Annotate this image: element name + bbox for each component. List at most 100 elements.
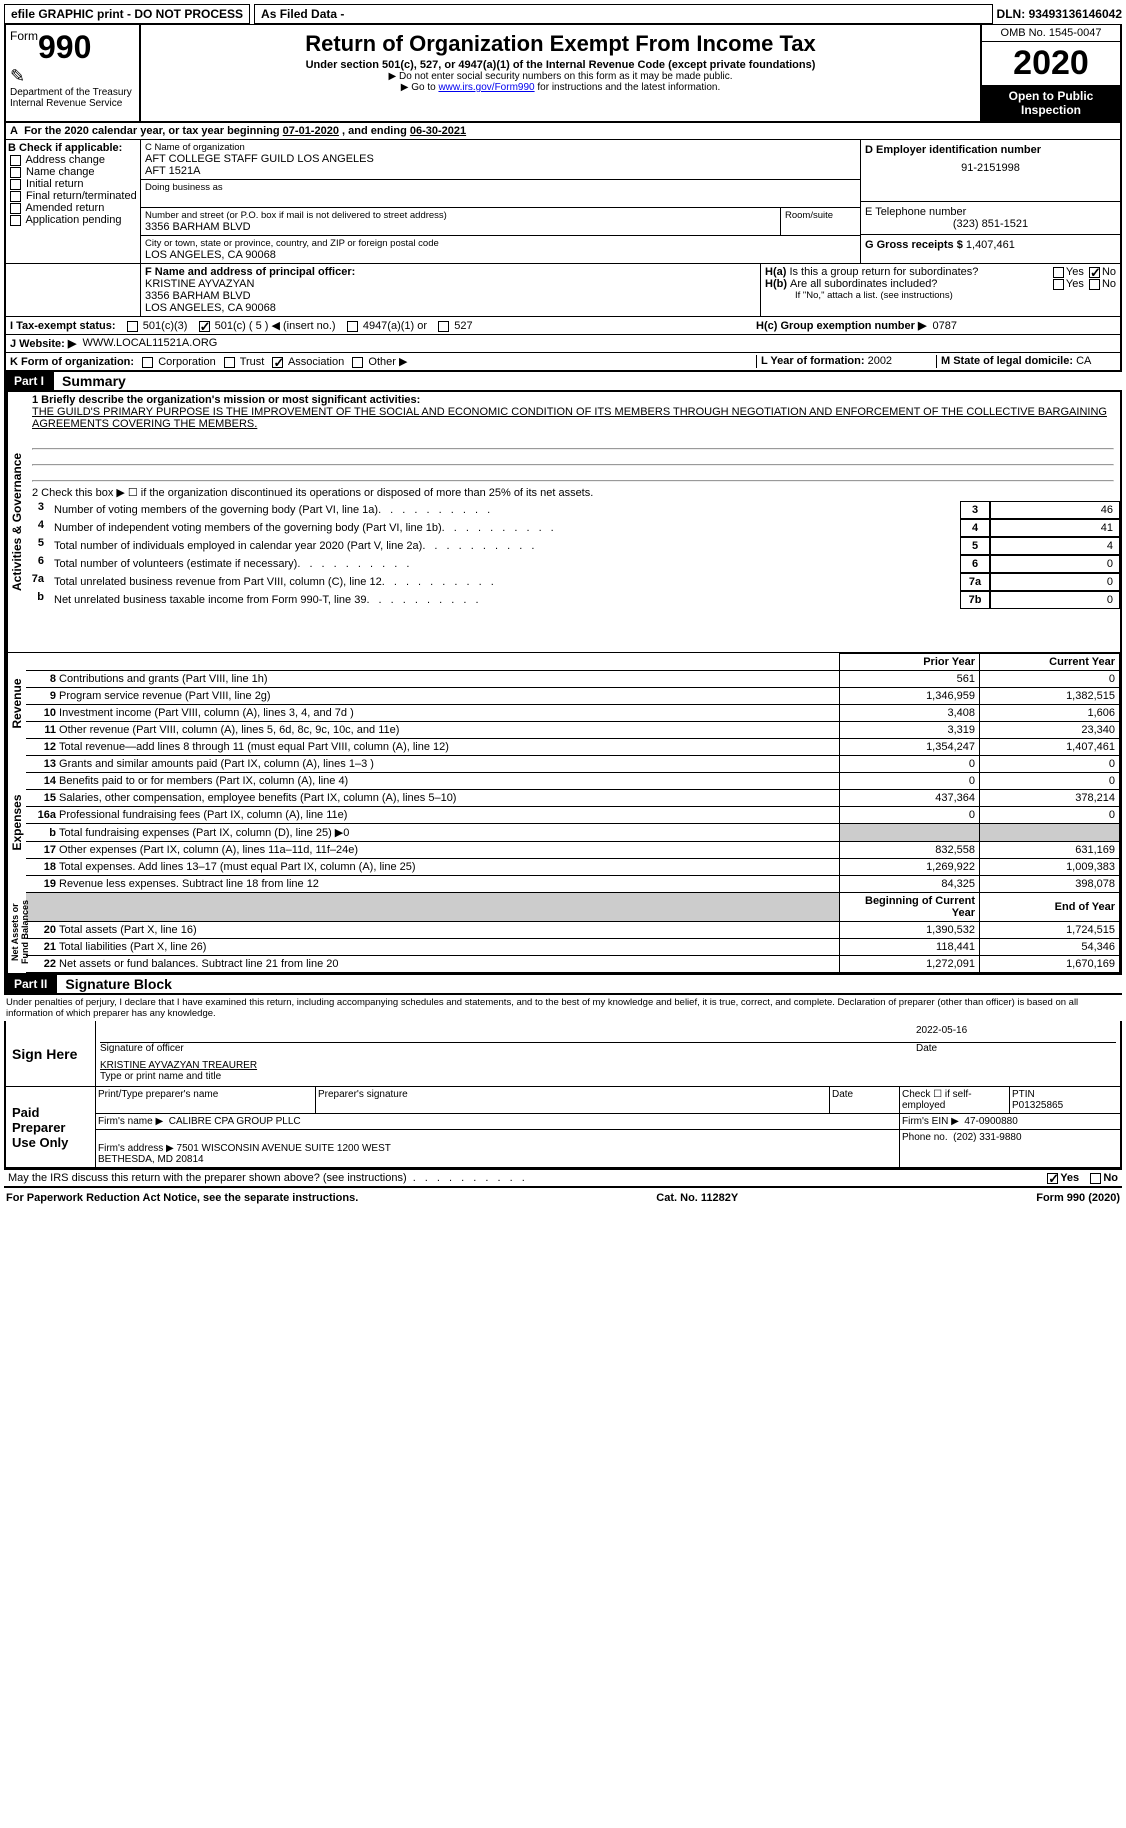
hb-no-checkbox[interactable] — [1089, 279, 1100, 290]
officer-name: KRISTINE AYVAZYAN — [145, 278, 756, 290]
boxb-item: Amended return — [8, 202, 138, 214]
phone: (323) 851-1521 — [865, 218, 1116, 230]
boxb-checkbox[interactable] — [10, 191, 21, 202]
efile-notice: efile GRAPHIC print - DO NOT PROCESS — [4, 4, 250, 24]
open-to-public: Open to Public Inspection — [982, 85, 1120, 121]
revenue-label: Revenue — [6, 653, 26, 754]
trust-checkbox[interactable] — [224, 357, 235, 368]
fin-line: 11 Other revenue (Part VIII, column (A),… — [26, 722, 1120, 739]
street-address: 3356 BARHAM BLVD — [145, 221, 776, 233]
part-ii-header: Part II Signature Block — [4, 975, 1122, 995]
org-name: AFT COLLEGE STAFF GUILD LOS ANGELES — [145, 153, 856, 165]
fin-line: 14 Benefits paid to or for members (Part… — [26, 773, 1120, 790]
perjury-statement: Under penalties of perjury, I declare th… — [4, 995, 1122, 1021]
firm-phone: (202) 331-9880 — [953, 1132, 1021, 1143]
line-a: A For the 2020 calendar year, or tax yea… — [4, 123, 1122, 140]
firm-ein: 47-0900880 — [964, 1116, 1017, 1127]
header-right: OMB No. 1545-0047 2020 Open to Public In… — [980, 25, 1120, 121]
box-b: B Check if applicable: Address change Na… — [6, 140, 141, 263]
boxb-item: Initial return — [8, 178, 138, 190]
line-klm: K Form of organization: Corporation Trus… — [4, 353, 1122, 372]
year-formation: 2002 — [868, 355, 892, 367]
501c-checkbox[interactable] — [199, 321, 210, 332]
ptin: P01325865 — [1012, 1100, 1063, 1111]
boxb-item: Name change — [8, 166, 138, 178]
fin-line: 12 Total revenue—add lines 8 through 11 … — [26, 739, 1120, 756]
gross-receipts: 1,407,461 — [966, 239, 1015, 251]
ha-no-checkbox[interactable] — [1089, 267, 1100, 278]
fin-line: 8 Contributions and grants (Part VIII, l… — [26, 671, 1120, 688]
gov-line: 3Number of voting members of the governi… — [26, 501, 1120, 519]
fin-line: 17 Other expenses (Part IX, column (A), … — [26, 842, 1120, 859]
box-f: F Name and address of principal officer:… — [141, 264, 760, 316]
fin-line: 22 Net assets or fund balances. Subtract… — [26, 956, 1120, 973]
fin-line: 15 Salaries, other compensation, employe… — [26, 790, 1120, 807]
other-checkbox[interactable] — [352, 357, 363, 368]
ha-yes-checkbox[interactable] — [1053, 267, 1064, 278]
financial-block: Revenue Expenses Net Assets or Fund Bala… — [4, 652, 1122, 975]
boxb-checkbox[interactable] — [10, 215, 21, 226]
dln: DLN: 93493136146042 — [997, 7, 1122, 21]
gov-line: bNet unrelated business taxable income f… — [26, 591, 1120, 609]
fin-line: 9 Program service revenue (Part VIII, li… — [26, 688, 1120, 705]
fin-line: 19 Revenue less expenses. Subtract line … — [26, 876, 1120, 893]
mission-text: THE GUILD'S PRIMARY PURPOSE IS THE IMPRO… — [32, 406, 1107, 430]
signature-block: Sign Here Signature of officer 2022-05-1… — [4, 1021, 1122, 1170]
ein: 91-2151998 — [865, 156, 1116, 174]
form-title: Return of Organization Exempt From Incom… — [145, 31, 976, 57]
line-j: J Website: ▶ WWW.LOCAL11521A.ORG — [4, 335, 1122, 353]
signature-date: 2022-05-16 — [916, 1025, 1116, 1043]
form-header: Form990 ✎ Department of the Treasury Int… — [4, 24, 1122, 123]
gov-line: 4Number of independent voting members of… — [26, 519, 1120, 537]
tax-year: 2020 — [982, 42, 1120, 85]
527-checkbox[interactable] — [438, 321, 449, 332]
boxb-checkbox[interactable] — [10, 167, 21, 178]
part-i-header: Part I Summary — [4, 372, 1122, 392]
entity-block: B Check if applicable: Address change Na… — [4, 140, 1122, 264]
part-i-body: Activities & Governance 1 Briefly descri… — [4, 392, 1122, 652]
officer-group-block: F Name and address of principal officer:… — [4, 264, 1122, 317]
discuss-line: May the IRS discuss this return with the… — [4, 1170, 1122, 1188]
state-domicile: CA — [1076, 355, 1091, 367]
fin-line: 16a Professional fundraising fees (Part … — [26, 807, 1120, 824]
gov-line: 6Total number of volunteers (estimate if… — [26, 555, 1120, 573]
501c3-checkbox[interactable] — [127, 321, 138, 332]
corp-checkbox[interactable] — [142, 357, 153, 368]
hb-yes-checkbox[interactable] — [1053, 279, 1064, 290]
4947-checkbox[interactable] — [347, 321, 358, 332]
box-c: C Name of organization AFT COLLEGE STAFF… — [141, 140, 860, 263]
fin-line: b Total fundraising expenses (Part IX, c… — [26, 824, 1120, 842]
activities-governance-label: Activities & Governance — [6, 392, 26, 652]
discuss-no-checkbox[interactable] — [1090, 1173, 1101, 1184]
fin-line: 20 Total assets (Part X, line 16)1,390,5… — [26, 922, 1120, 939]
city-state-zip: LOS ANGELES, CA 90068 — [145, 249, 856, 261]
form-number: 990 — [38, 29, 91, 65]
omb-number: OMB No. 1545-0047 — [982, 25, 1120, 42]
fin-line: 10 Investment income (Part VIII, column … — [26, 705, 1120, 722]
fin-line: 21 Total liabilities (Part X, line 26)11… — [26, 939, 1120, 956]
boxb-item: Final return/terminated — [8, 190, 138, 202]
officer-printed-name: KRISTINE AYVAZYAN TREAURER — [100, 1060, 1116, 1071]
firm-name: CALIBRE CPA GROUP PLLC — [169, 1116, 301, 1127]
group-exemption: 0787 — [933, 320, 957, 332]
discuss-yes-checkbox[interactable] — [1047, 1173, 1058, 1184]
financial-table: Prior YearCurrent Year8 Contributions an… — [26, 653, 1120, 973]
gov-line: 5Total number of individuals employed in… — [26, 537, 1120, 555]
box-deg: D Employer identification number 91-2151… — [860, 140, 1120, 263]
line-i: I Tax-exempt status: 501(c)(3) 501(c) ( … — [4, 317, 1122, 335]
assoc-checkbox[interactable] — [272, 357, 283, 368]
boxb-checkbox[interactable] — [10, 179, 21, 190]
fin-line: 18 Total expenses. Add lines 13–17 (must… — [26, 859, 1120, 876]
boxb-item: Address change — [8, 154, 138, 166]
header-center: Return of Organization Exempt From Incom… — [141, 25, 980, 121]
irs-link[interactable]: www.irs.gov/Form990 — [438, 82, 534, 93]
boxb-checkbox[interactable] — [10, 155, 21, 166]
box-h: H(a) Is this a group return for subordin… — [760, 264, 1120, 316]
as-filed: As Filed Data - — [254, 4, 993, 24]
website: WWW.LOCAL11521A.ORG — [82, 337, 217, 350]
fin-line: 13 Grants and similar amounts paid (Part… — [26, 756, 1120, 773]
expenses-label: Expenses — [6, 754, 26, 892]
net-assets-label: Net Assets or Fund Balances — [6, 891, 26, 973]
page-footer: For Paperwork Reduction Act Notice, see … — [4, 1188, 1122, 1208]
boxb-checkbox[interactable] — [10, 203, 21, 214]
